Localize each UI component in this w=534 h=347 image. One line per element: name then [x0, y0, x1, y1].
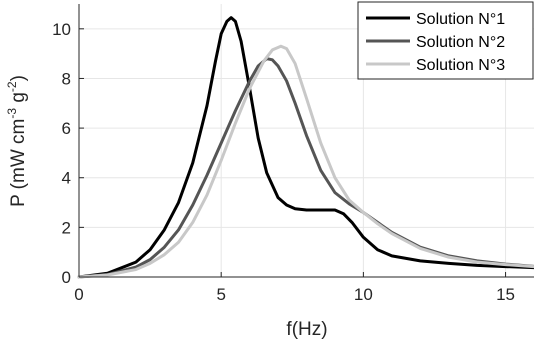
- x-axis-label: f(Hz): [286, 319, 327, 340]
- series-line-2: [77, 57, 534, 279]
- y-axis-label-tail: ): [8, 75, 29, 81]
- y-axis-label-exponent-1: -3: [5, 108, 19, 119]
- x-tick-label: 10: [354, 285, 373, 304]
- y-axis-label-mid: g: [8, 92, 29, 108]
- x-tick-label: 0: [74, 285, 83, 304]
- x-tick-label: 15: [496, 285, 515, 304]
- y-axis-label-exponent-2: -2: [5, 81, 19, 92]
- y-tick-label: 6: [62, 119, 71, 138]
- y-tick-label: 0: [62, 268, 71, 287]
- tick-labels: 0 5 10 15 0 2 4 6 8 10: [52, 20, 515, 304]
- legend-label-3: Solution N°3: [416, 57, 505, 74]
- x-tick-label: 5: [216, 285, 225, 304]
- axes: [78, 4, 534, 278]
- legend-label-2: Solution N°2: [416, 34, 505, 51]
- y-tick-label: 8: [62, 69, 71, 88]
- series-line-3: [77, 44, 534, 279]
- series-line-1: [77, 16, 534, 279]
- y-tick-label: 4: [62, 169, 71, 188]
- y-tick-label: 10: [52, 20, 71, 39]
- legend-label-1: Solution N°1: [416, 11, 505, 28]
- series-lines: [77, 16, 534, 279]
- legend: Solution N°1 Solution N°2 Solution N°3: [357, 1, 534, 80]
- y-axis-label: P (mW cm-3 g-2): [5, 75, 29, 207]
- y-axis-label-base: P (mW cm: [8, 119, 29, 207]
- y-tick-label: 2: [62, 218, 71, 237]
